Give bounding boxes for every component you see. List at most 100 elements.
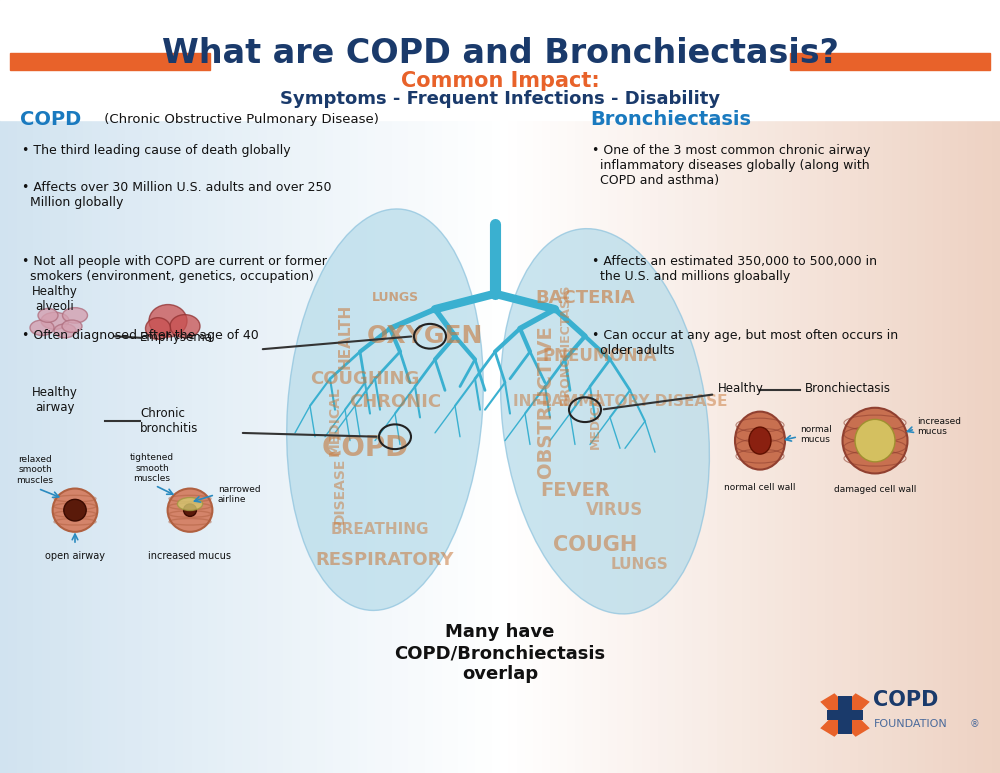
Bar [642,0,650,773]
Bar [500,0,508,773]
Bar [300,0,308,773]
Text: COPD: COPD [873,690,938,710]
Bar [733,0,742,773]
Text: Bronchiectasis: Bronchiectasis [805,383,891,395]
Bar [442,0,450,773]
Text: BRONCHIECTASIS: BRONCHIECTASIS [558,283,572,405]
Bar [867,0,875,773]
Bar [117,0,125,773]
Bar [908,0,917,773]
Text: Symptoms - Frequent Infections - Disability: Symptoms - Frequent Infections - Disabil… [280,90,720,108]
Bar [317,0,325,773]
Bar [658,0,667,773]
Bar [8,0,17,773]
Text: COUGHING: COUGHING [310,369,420,388]
Bar [833,0,842,773]
Text: MEDICAL: MEDICAL [328,386,342,456]
Text: Healthy: Healthy [718,383,764,395]
Text: MEDICAL: MEDICAL [588,386,602,448]
Bar [33,0,42,773]
Ellipse shape [41,312,69,329]
Text: • One of the 3 most common chronic airway
  inflammatory diseases globally (alon: • One of the 3 most common chronic airwa… [592,144,870,187]
FancyArrow shape [838,693,870,720]
Bar [167,0,175,773]
Text: FOUNDATION: FOUNDATION [874,720,948,729]
Text: FEVER: FEVER [540,482,610,500]
Bar [558,0,567,773]
Text: damaged cell wall: damaged cell wall [834,485,916,495]
Text: open airway: open airway [45,551,105,561]
Text: HEALTH: HEALTH [338,304,352,369]
Bar [133,0,142,773]
Bar [408,0,417,773]
Bar [467,0,475,773]
FancyArrow shape [820,693,852,720]
Bar [217,0,225,773]
Text: LUNGS: LUNGS [611,557,669,572]
FancyArrow shape [827,710,845,720]
Ellipse shape [64,499,86,521]
Bar [875,0,883,773]
Text: BREATHING: BREATHING [331,522,429,537]
Bar [50,0,58,773]
Bar [975,0,983,773]
Bar [808,0,817,773]
Ellipse shape [855,419,895,462]
Bar [142,0,150,773]
Bar [608,0,617,773]
Ellipse shape [168,489,212,532]
Bar [333,0,342,773]
FancyArrow shape [838,696,852,715]
Bar [790,53,990,70]
Text: PNEUMONIA: PNEUMONIA [543,346,657,365]
Text: Healthy
airway: Healthy airway [32,386,78,414]
Bar [200,0,208,773]
Bar [325,0,333,773]
Bar [283,0,292,773]
Bar [850,0,858,773]
Bar [983,0,992,773]
Bar [675,0,683,773]
Ellipse shape [149,305,187,337]
Bar [767,0,775,773]
Bar [750,0,758,773]
Text: BACTERIA: BACTERIA [535,288,635,307]
Bar [458,0,467,773]
Bar [258,0,267,773]
Text: • Can occur at any age, but most often occurs in
  older adults: • Can occur at any age, but most often o… [592,329,898,357]
Bar [708,0,717,773]
Bar [250,0,258,773]
Bar [433,0,442,773]
Text: (Chronic Obstructive Pulmonary Disease): (Chronic Obstructive Pulmonary Disease) [100,114,379,126]
Bar [275,0,283,773]
Bar [242,0,250,773]
Text: • Often diagnosed after the age of 40: • Often diagnosed after the age of 40 [22,329,259,342]
Text: VIRUS: VIRUS [586,501,644,519]
Bar [192,0,200,773]
Bar [483,0,492,773]
Bar [692,0,700,773]
Bar [10,53,210,70]
Bar [92,0,100,773]
Ellipse shape [53,489,97,532]
Text: CHRONIC: CHRONIC [349,393,441,411]
Bar [42,0,50,773]
Bar [350,0,358,773]
Bar [75,0,83,773]
Bar [475,0,483,773]
Bar [233,0,242,773]
Bar [508,0,517,773]
Bar [858,0,867,773]
Text: What are COPD and Bronchiectasis?: What are COPD and Bronchiectasis? [162,37,838,70]
Bar [308,0,317,773]
Bar [342,0,350,773]
Text: OXYGEN: OXYGEN [367,324,483,349]
Bar [575,0,583,773]
Ellipse shape [30,320,54,335]
Ellipse shape [54,324,76,338]
Bar [267,0,275,773]
Bar [100,0,108,773]
Text: Common Impact:: Common Impact: [401,71,599,91]
Text: ®: ® [970,720,980,729]
Bar [542,0,550,773]
